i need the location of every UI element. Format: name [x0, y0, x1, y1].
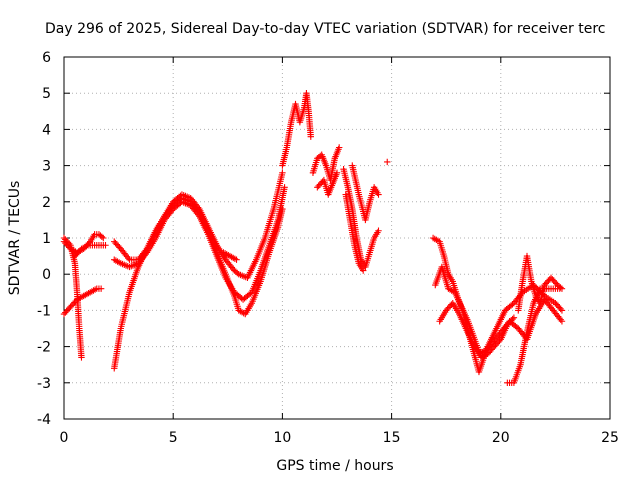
data-point [100, 234, 107, 242]
data-point [78, 354, 85, 361]
data-point [229, 265, 237, 273]
x-tick-label: 10 [273, 430, 291, 446]
data-point [557, 284, 564, 291]
data-point [97, 285, 105, 292]
data-point [98, 233, 106, 240]
data-point [125, 254, 132, 262]
data-point [66, 240, 73, 247]
data-point [558, 318, 566, 325]
series-sat-o [384, 158, 391, 166]
y-tick-label: -4 [37, 412, 51, 428]
data-point [509, 301, 516, 308]
data-point [234, 269, 241, 277]
data-points [60, 90, 566, 386]
y-tick-label: 0 [42, 267, 51, 283]
series-sat-f [111, 184, 288, 303]
data-point [360, 267, 367, 274]
x-tick-label: 20 [492, 430, 510, 446]
grid-lines [64, 57, 610, 419]
data-point [557, 305, 564, 313]
y-tick-label: 2 [42, 195, 51, 211]
y-tick-label: 4 [42, 122, 51, 138]
series-sat-b [60, 234, 85, 361]
data-point [335, 144, 343, 151]
data-point [558, 307, 566, 314]
data-point [102, 242, 109, 249]
x-tick-label: 25 [601, 430, 619, 446]
data-point [557, 316, 564, 323]
data-point [333, 169, 341, 177]
data-point [194, 204, 202, 211]
series-sat-i [279, 90, 314, 169]
data-point [279, 169, 286, 177]
series-sat-j [309, 144, 343, 184]
x-tick-label: 0 [60, 430, 69, 446]
data-point [375, 227, 382, 234]
y-tick-label: -3 [37, 376, 51, 392]
y-tick-label: 3 [42, 159, 51, 175]
x-axis-label: GPS time / hours [276, 458, 393, 474]
series-sat-n [349, 162, 382, 224]
series-sat-s [504, 285, 563, 386]
x-tick-labels: 0 5 10 15 20 25 [60, 430, 619, 446]
data-point [375, 191, 382, 198]
y-tick-labels: -4 -3 -2 -1 0 1 2 3 4 5 6 [37, 50, 51, 428]
series-sat-d [71, 242, 109, 260]
chart-title: Day 296 of 2025, Sidereal Day-to-day VTE… [45, 21, 605, 37]
series-sat-e [111, 194, 286, 372]
y-tick-label: 5 [42, 86, 51, 102]
data-point [510, 314, 518, 321]
axis-ticks [63, 56, 611, 420]
y-tick-label: -2 [37, 340, 51, 356]
series-sat-r [436, 296, 566, 358]
series-sat-g [111, 169, 286, 282]
x-tick-label: 5 [169, 430, 178, 446]
data-point [496, 337, 503, 345]
data-point [384, 158, 391, 166]
series-sat-l [340, 166, 382, 271]
series-sat-t [515, 252, 566, 314]
data-point [142, 247, 149, 254]
data-point [233, 256, 240, 263]
y-tick-label: -1 [37, 303, 51, 319]
y-tick-label: 6 [42, 50, 51, 66]
data-point [307, 133, 314, 140]
y-tick-label: 1 [42, 231, 51, 247]
data-point [513, 324, 521, 331]
series-sat-q [432, 263, 518, 361]
series-sat-m [342, 191, 367, 274]
x-tick-label: 15 [383, 430, 401, 446]
series-sat-c [60, 285, 105, 318]
series-sat-h [213, 249, 240, 263]
data-point [558, 285, 566, 292]
data-point [281, 184, 288, 191]
series-sat-k [314, 169, 341, 198]
y-axis-label: SDTVAR / TECUs [7, 181, 23, 296]
